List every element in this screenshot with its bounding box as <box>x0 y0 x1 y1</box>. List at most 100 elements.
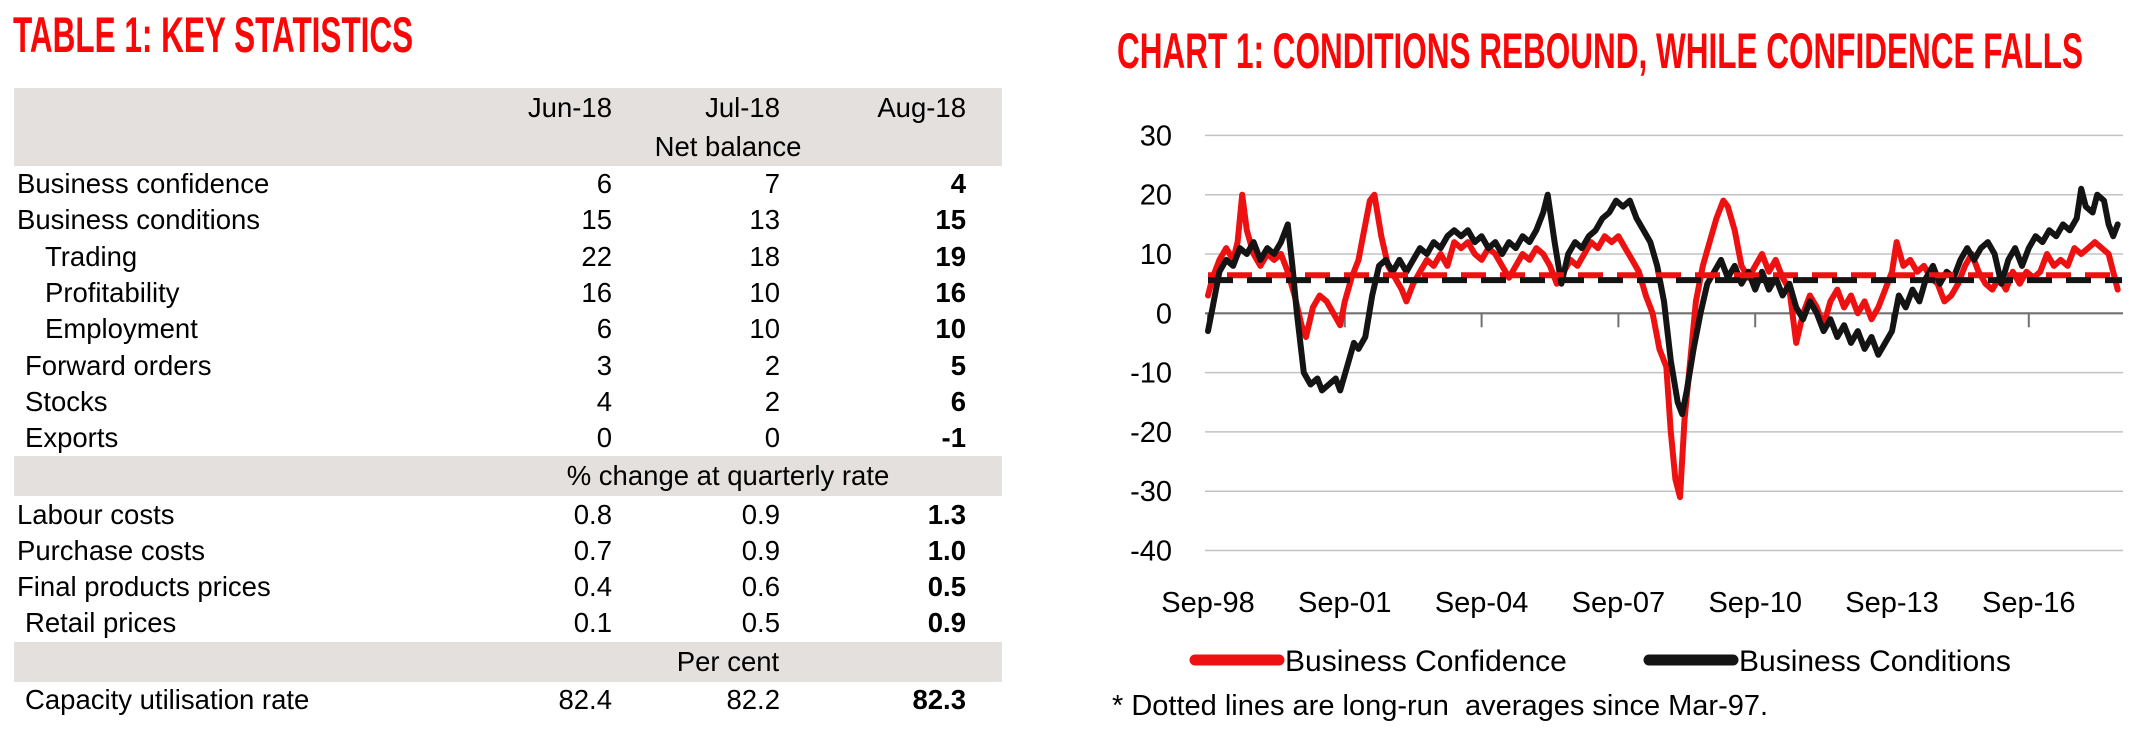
table-row: Employment 6 10 10 <box>14 311 1002 347</box>
y-axis-tick-label: -10 <box>1130 358 1172 390</box>
business-confidence-line <box>1205 191 2121 501</box>
cell-value: 0 <box>764 422 780 454</box>
cell-value: 13 <box>749 204 780 236</box>
table-row: Forward orders 3 2 5 <box>14 347 1002 383</box>
cell-value: 1.3 <box>927 498 966 530</box>
cell-value: 6 <box>950 385 966 417</box>
row-label: Purchase costs <box>17 534 206 566</box>
table-row: Final products prices 0.4 0.6 0.5 <box>14 569 1002 605</box>
y-axis-tick-label: -20 <box>1130 417 1172 449</box>
legend-label: Business Confidence <box>1285 645 1567 678</box>
row-label: Trading <box>45 240 138 272</box>
table-row: Business confidence 6 7 4 <box>14 166 1002 202</box>
business-survey-chart: 30 20 10 0 -10 -20 -30 -40 Sep-98 Sep-01 Sep-04 Sep… <box>1130 120 2123 678</box>
section-band-row: % change at quarterly rate <box>14 456 1002 497</box>
cell-value: 4 <box>950 168 966 200</box>
cell-value: 4 <box>596 385 612 417</box>
cell-value: 19 <box>935 240 966 272</box>
table-row: Capacity utilisation rate 82.4 82.2 82.3 <box>14 682 1002 718</box>
cell-value: 0.4 <box>573 571 612 603</box>
table-header-band: Net balance <box>14 127 1002 166</box>
row-label: Exports <box>25 422 119 454</box>
cell-value: -1 <box>941 422 966 454</box>
cell-value: 16 <box>581 277 612 309</box>
table-row: Stocks 4 2 6 <box>14 384 1002 420</box>
cell-value: 6 <box>596 313 612 345</box>
x-axis-tick-label: Sep-10 <box>1708 587 1802 619</box>
row-label: Final products prices <box>17 571 271 603</box>
cell-value: 18 <box>749 240 780 272</box>
cell-value: 82.4 <box>558 683 612 715</box>
row-label: Stocks <box>25 385 108 417</box>
cell-value: 1.0 <box>927 534 966 566</box>
row-label: Employment <box>45 313 198 345</box>
table-header-columns: Jun-18 Jul-18 Aug-18 <box>14 88 1002 127</box>
cell-value: 0.5 <box>741 607 780 639</box>
cell-value: 82.2 <box>726 683 780 715</box>
cell-value: 3 <box>596 349 612 381</box>
table-row: Profitability 16 10 16 <box>14 275 1002 311</box>
row-label: Business conditions <box>17 204 261 236</box>
y-axis-tick-label: 20 <box>1140 180 1172 212</box>
row-label: Capacity utilisation rate <box>25 683 310 715</box>
row-label: Forward orders <box>25 349 212 381</box>
y-axis-tick-label: 10 <box>1140 239 1172 271</box>
chart-title: CHART 1: CONDITIONS REBOUND, WHILE CONFI… <box>1117 23 2083 79</box>
column-header: Jul-18 <box>705 91 780 123</box>
y-axis-tick-label: 0 <box>1156 298 1172 330</box>
key-statistics-table: Jun-18 Jul-18 Aug-18 Net balance Business … <box>14 88 1002 718</box>
table-header: Jun-18 Jul-18 Aug-18 Net balance <box>14 88 1002 166</box>
cell-value: 10 <box>935 313 966 345</box>
section-band-row: Per cent <box>14 641 1002 682</box>
business-conditions-line <box>1205 185 2121 418</box>
cell-value: 15 <box>581 204 612 236</box>
chart-footnote: * Dotted lines are long-run averages sin… <box>1112 690 1769 722</box>
table-row: Purchase costs 0.7 0.9 1.0 <box>14 533 1002 569</box>
row-label: Business confidence <box>17 168 270 200</box>
cell-value: 22 <box>581 240 612 272</box>
cell-value: 0.5 <box>927 571 966 603</box>
cell-value: 0.7 <box>573 534 612 566</box>
cell-value: 10 <box>749 313 780 345</box>
table-title: TABLE 1: KEY STATISTICS <box>13 7 414 63</box>
table-row: Exports 0 0 -1 <box>14 420 1002 456</box>
x-axis-tick-label: Sep-01 <box>1298 587 1392 619</box>
cell-value: 7 <box>764 168 780 200</box>
cell-value: 0.8 <box>573 498 612 530</box>
cell-value: 0.9 <box>741 498 780 530</box>
legend-label: Business Conditions <box>1739 645 2011 678</box>
cell-value: 82.3 <box>912 683 966 715</box>
cell-value: 5 <box>950 349 966 381</box>
cell-value: 0.6 <box>741 571 780 603</box>
column-header: Jun-18 <box>527 91 612 123</box>
cell-value: 10 <box>749 277 780 309</box>
cell-value: 0.1 <box>573 607 612 639</box>
cell-value: 15 <box>935 204 966 236</box>
y-axis-tick-label: 30 <box>1140 120 1172 152</box>
cell-value: 16 <box>935 277 966 309</box>
section-band-label: % change at quarterly rate <box>566 460 890 492</box>
row-label: Retail prices <box>25 607 177 639</box>
section-band-label: Per cent <box>676 645 780 677</box>
table-row: Retail prices 0.1 0.5 0.9 <box>14 605 1002 641</box>
cell-value: 0.9 <box>927 607 966 639</box>
table-row: Labour costs 0.8 0.9 1.3 <box>14 496 1002 532</box>
y-axis-tick-label: -40 <box>1130 536 1172 568</box>
x-axis-tick-label: Sep-04 <box>1435 587 1529 619</box>
cell-value: 0 <box>596 422 612 454</box>
table-row: Trading 22 18 19 <box>14 239 1002 275</box>
x-axis-tick-label: Sep-16 <box>1982 587 2076 619</box>
cell-value: 2 <box>764 349 780 381</box>
cell-value: 6 <box>596 168 612 200</box>
table-body: Business confidence 6 7 4 Business condition… <box>14 166 1002 718</box>
row-label: Labour costs <box>17 498 175 530</box>
y-axis-tick-label: -30 <box>1130 476 1172 508</box>
x-axis-tick-label: Sep-07 <box>1572 587 1666 619</box>
cell-value: 0.9 <box>741 534 780 566</box>
cell-value: 2 <box>764 385 780 417</box>
row-label: Profitability <box>45 277 180 309</box>
net-balance-label: Net balance <box>654 130 802 162</box>
x-axis-tick-label: Sep-98 <box>1161 587 1255 619</box>
table-row: Business conditions 15 13 15 <box>14 202 1002 238</box>
